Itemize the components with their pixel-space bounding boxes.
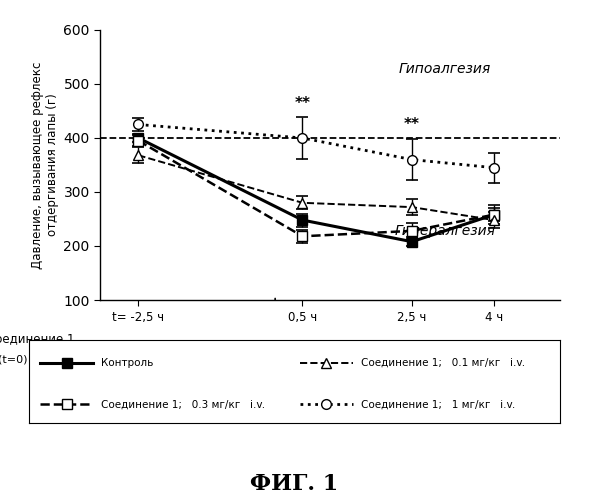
Text: Время (ч): Время (ч): [266, 373, 366, 391]
Text: **: **: [404, 116, 420, 132]
Y-axis label: Давление, вызывающее рефлекс
отдергивания лапы (г): Давление, вызывающее рефлекс отдергивани…: [31, 62, 59, 268]
Text: Гипералгезия: Гипералгезия: [394, 224, 495, 238]
Text: Контроль: Контроль: [101, 358, 153, 368]
Text: Соединение 1: Соединение 1: [0, 332, 75, 345]
Text: Соединение 1;   0.1 мг/кг   i.v.: Соединение 1; 0.1 мг/кг i.v.: [360, 358, 525, 368]
Text: (t=0): (t=0): [0, 354, 28, 364]
Text: Соединение 1;   1 мг/кг   i.v.: Соединение 1; 1 мг/кг i.v.: [360, 400, 515, 409]
Text: Гипоалгезия: Гипоалгезия: [399, 62, 491, 76]
Text: ФИГ. 1: ФИГ. 1: [250, 473, 339, 495]
Text: **: **: [294, 96, 310, 111]
Text: Соединение 1;   0.3 мг/кг   i.v.: Соединение 1; 0.3 мг/кг i.v.: [101, 400, 265, 409]
